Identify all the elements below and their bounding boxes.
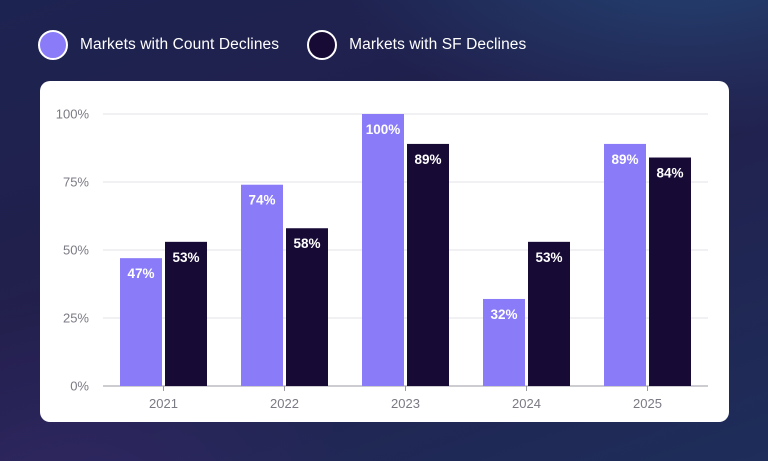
data-label-count-declines-2024: 32% <box>490 307 517 322</box>
legend-swatch-sf-declines <box>307 30 338 60</box>
bar-sf-declines-2025 <box>649 157 691 386</box>
y-tick-label: 75% <box>63 175 89 190</box>
data-label-count-declines-2022: 74% <box>248 193 275 208</box>
bar-sf-declines-2023 <box>407 143 449 386</box>
y-tick-label: 25% <box>63 311 89 326</box>
legend-label-count-declines: Markets with Count Declines <box>80 36 280 53</box>
data-label-sf-declines-2025: 84% <box>656 166 683 181</box>
bar-count-declines-2022 <box>241 184 283 386</box>
x-tick-label: 2024 <box>512 396 541 411</box>
bar-count-declines-2023 <box>362 114 404 386</box>
legend-swatch-count-declines <box>38 30 68 60</box>
x-tick-label: 2022 <box>270 396 299 411</box>
y-tick-label: 50% <box>63 243 89 258</box>
bar-sf-declines-2021 <box>165 241 207 386</box>
chart-legend: Markets with Count Declines Markets with… <box>38 30 526 60</box>
data-label-sf-declines-2021: 53% <box>172 250 199 265</box>
bar-count-declines-2021 <box>120 258 162 386</box>
legend-item-sf-declines: Markets with SF Declines <box>307 30 526 60</box>
data-label-count-declines-2021: 47% <box>127 266 154 281</box>
data-label-sf-declines-2024: 53% <box>535 250 562 265</box>
x-tick-label: 2021 <box>149 396 178 411</box>
bar-sf-declines-2024 <box>528 241 570 386</box>
legend-label-sf-declines: Markets with SF Declines <box>349 36 527 53</box>
bar-sf-declines-2022 <box>286 228 328 386</box>
y-tick-label: 100% <box>56 107 90 122</box>
data-label-sf-declines-2022: 58% <box>293 236 320 251</box>
bar-chart: 0% 25% 50% 75% 100% 47% 53% 2021 74% 58% 2022 100% 8… <box>56 107 708 411</box>
bar-count-declines-2025 <box>604 143 646 386</box>
bar-count-declines-2024 <box>483 298 525 386</box>
x-tick-label: 2025 <box>633 396 662 411</box>
y-tick-label: 0% <box>70 379 89 394</box>
data-label-count-declines-2025: 89% <box>611 152 638 167</box>
x-tick-label: 2023 <box>391 396 420 411</box>
data-label-sf-declines-2023: 89% <box>414 152 441 167</box>
chart-card: 0% 25% 50% 75% 100% 47% 53% 2021 74% 58% 2022 100% 8… <box>40 81 729 422</box>
data-label-count-declines-2023: 100% <box>366 122 401 137</box>
legend-item-count-declines: Markets with Count Declines <box>38 30 279 60</box>
